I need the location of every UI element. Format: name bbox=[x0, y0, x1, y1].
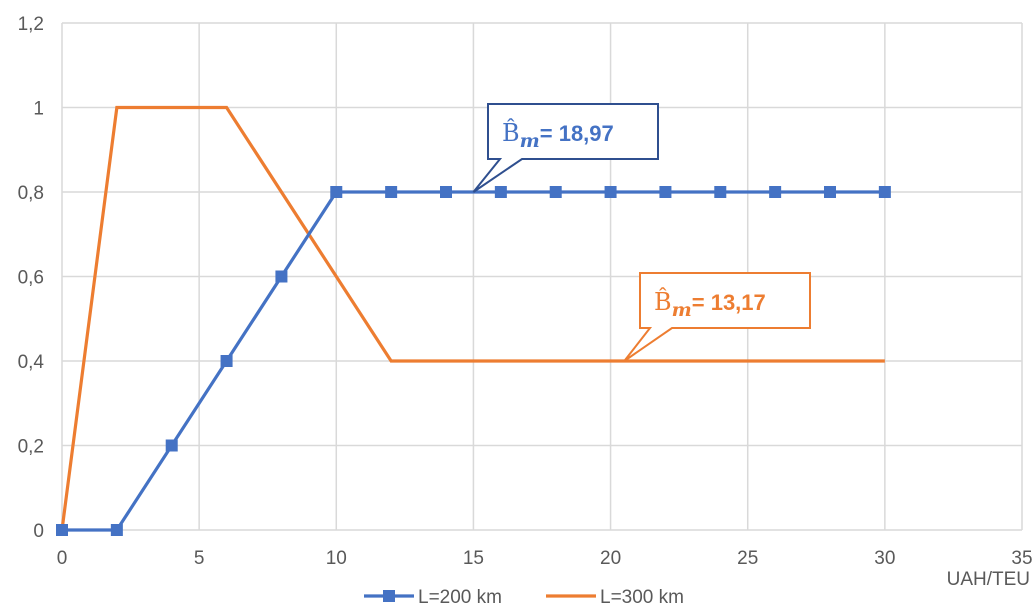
y-tick-label: 1,2 bbox=[18, 14, 44, 35]
callout-subscript: m bbox=[520, 130, 540, 152]
data-point bbox=[56, 524, 68, 536]
data-point bbox=[275, 270, 288, 283]
data-point bbox=[878, 186, 891, 198]
y-tick-label: 1 bbox=[33, 99, 44, 120]
series-l-300-km bbox=[60, 105, 885, 531]
series-line bbox=[60, 105, 885, 531]
callout-text: B̂m= 13,17 bbox=[654, 288, 766, 321]
x-tick-label: 5 bbox=[194, 548, 205, 569]
data-point bbox=[769, 186, 782, 198]
callout-l300: B̂m= 13,17 bbox=[623, 272, 811, 362]
x-tick-label: 30 bbox=[874, 548, 895, 569]
data-point bbox=[440, 186, 452, 198]
callout-symbol: B̂ bbox=[502, 119, 520, 147]
legend-item: L=300 km bbox=[546, 587, 684, 607]
y-tick-label: 0,4 bbox=[18, 352, 45, 373]
y-tick-label: 0,2 bbox=[18, 437, 44, 458]
callout-value: = 18,97 bbox=[540, 121, 614, 146]
x-axis-label: UAH/TEU bbox=[947, 569, 1030, 590]
y-tick-label: 0,8 bbox=[18, 183, 44, 204]
data-point bbox=[220, 355, 233, 367]
data-point bbox=[330, 186, 343, 198]
callout-box bbox=[472, 103, 659, 193]
annotation-layer: B̂m= 18,97B̂m= 13,17 bbox=[472, 103, 811, 362]
y-tick-label: 0,6 bbox=[18, 268, 44, 289]
data-point bbox=[549, 186, 562, 198]
x-tick-label: 20 bbox=[600, 548, 621, 569]
legend-label: L=300 km bbox=[600, 587, 684, 607]
callout-box bbox=[623, 272, 811, 362]
x-tick-label: 35 bbox=[1011, 548, 1032, 569]
data-point bbox=[385, 186, 398, 198]
x-tick-label: 15 bbox=[463, 548, 484, 569]
legend-marker bbox=[383, 590, 395, 602]
legend: L=200 km L=300 km bbox=[364, 587, 684, 607]
data-point bbox=[659, 186, 672, 198]
grid-lines bbox=[61, 22, 1023, 531]
x-tick-label: 10 bbox=[326, 548, 347, 569]
y-tick-label: 0 bbox=[33, 521, 44, 542]
x-tick-label: 25 bbox=[737, 548, 758, 569]
data-point bbox=[165, 439, 178, 452]
x-tick-label: 0 bbox=[57, 548, 68, 569]
data-point bbox=[714, 186, 727, 198]
data-point bbox=[110, 524, 123, 536]
legend-item: L=200 km bbox=[364, 587, 502, 607]
data-point bbox=[824, 186, 836, 198]
data-point bbox=[604, 186, 617, 198]
callout-text: B̂m= 18,97 bbox=[502, 119, 614, 152]
callout-l200: B̂m= 18,97 bbox=[472, 103, 659, 193]
callout-subscript: m bbox=[672, 299, 692, 321]
legend-label: L=200 km bbox=[418, 587, 502, 607]
data-point bbox=[494, 186, 507, 198]
callout-symbol: B̂ bbox=[654, 288, 672, 316]
callout-value: = 13,17 bbox=[692, 290, 766, 315]
